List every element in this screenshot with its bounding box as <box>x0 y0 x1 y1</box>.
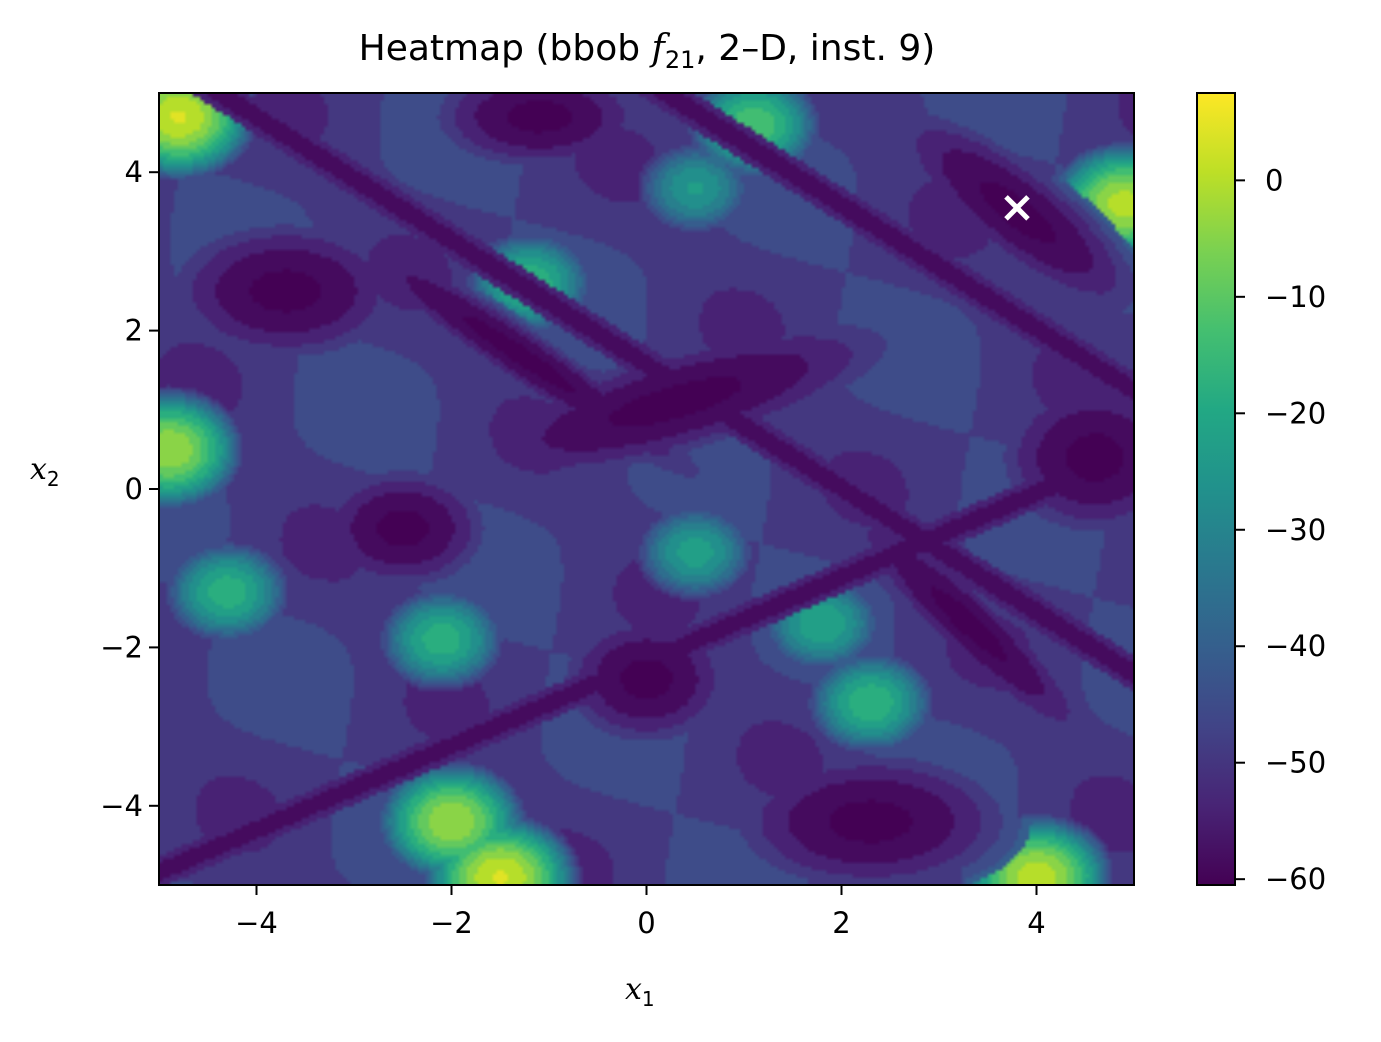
y-axis-label: x2 <box>30 452 60 491</box>
colorbar-tick-label: −20 <box>1265 396 1326 430</box>
y-tick-label: 2 <box>125 314 143 348</box>
x-tick-label: −2 <box>430 906 473 940</box>
y-axis-ticks: −4 −2 0 2 4 <box>100 155 159 823</box>
y-tick-label: −2 <box>100 630 143 664</box>
x-tick-label: 2 <box>832 906 850 940</box>
heatmap-image <box>159 93 1134 885</box>
colorbar <box>1196 92 1236 886</box>
colorbar-tick-label: −30 <box>1265 513 1326 547</box>
colorbar-tick-label: −40 <box>1265 629 1326 663</box>
optimum-marker <box>1004 195 1030 221</box>
y-tick-label: 4 <box>125 155 143 189</box>
x-tick-label: 4 <box>1027 906 1045 940</box>
chart-title: Heatmap (bbob f21, 2–D, inst. 9) <box>358 28 936 75</box>
colorbar-tick-label: −50 <box>1265 746 1326 780</box>
x-axis-label: x1 <box>625 972 655 1011</box>
colorbar-tick-label: −60 <box>1265 862 1326 896</box>
x-axis-ticks: −4 −2 0 2 4 <box>235 885 1046 940</box>
colorbar-ticks: 0 −10 −20 −30 −40 −50 −60 <box>1235 163 1326 896</box>
y-tick-label: −4 <box>100 789 143 823</box>
marker-stroke <box>1004 195 1030 221</box>
y-tick-label: 0 <box>125 472 143 506</box>
x-tick-label: 0 <box>637 906 655 940</box>
x-tick-label: −4 <box>235 906 278 940</box>
colorbar-tick-label: 0 <box>1265 163 1283 197</box>
colorbar-tick-label: −10 <box>1265 280 1326 314</box>
